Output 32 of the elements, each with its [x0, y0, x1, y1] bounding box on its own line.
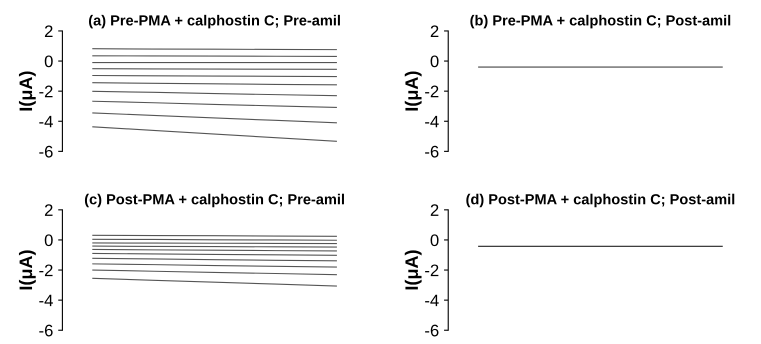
y-tick-label: -4: [425, 116, 439, 128]
y-tick-label: 2: [44, 204, 53, 216]
y-tick-label: 0: [44, 55, 53, 68]
y-tick-label: -4: [39, 116, 53, 128]
y-tick-label: 2: [430, 25, 438, 37]
chart-title: (d) Post-PMA + calphostin C; Post-amil: [466, 194, 734, 208]
line-series: [92, 112, 337, 124]
y-tick-label: -2: [39, 264, 53, 276]
y-tick-label: 2: [44, 25, 53, 37]
chart-title: (b) Pre-PMA + calphostin C; Post-amil: [470, 14, 730, 28]
line-series: [92, 100, 337, 108]
y-tick-label: -6: [425, 324, 438, 336]
y-tick-label: -4: [39, 294, 53, 306]
y-tick-label: -2: [425, 86, 438, 98]
y-axis-title: I(μA): [18, 71, 36, 111]
y-tick-label: -2: [39, 86, 53, 98]
line-series: [92, 278, 337, 287]
y-axis-title: I(μA): [404, 250, 422, 290]
y-tick-label: -6: [425, 146, 438, 158]
y-tick-label: 0: [44, 234, 53, 246]
y-tick-label: -4: [425, 294, 439, 306]
y-tick-label: -6: [39, 324, 53, 336]
y-tick-label: -6: [39, 146, 53, 158]
y-axis-title: I(μA): [404, 71, 422, 111]
chart-title: (c) Post-PMA + calphostin C; Pre-amil: [84, 194, 344, 208]
y-axis-title: I(μA): [18, 250, 36, 290]
y-tick-label: 2: [430, 204, 438, 216]
y-tick-label: -2: [425, 264, 438, 276]
y-tick-label: 0: [430, 234, 439, 246]
chart-title: (a) Pre-PMA + calphostin C; Pre-amil: [88, 14, 340, 28]
y-tick-label: 0: [430, 55, 439, 68]
line-series: [92, 126, 337, 142]
